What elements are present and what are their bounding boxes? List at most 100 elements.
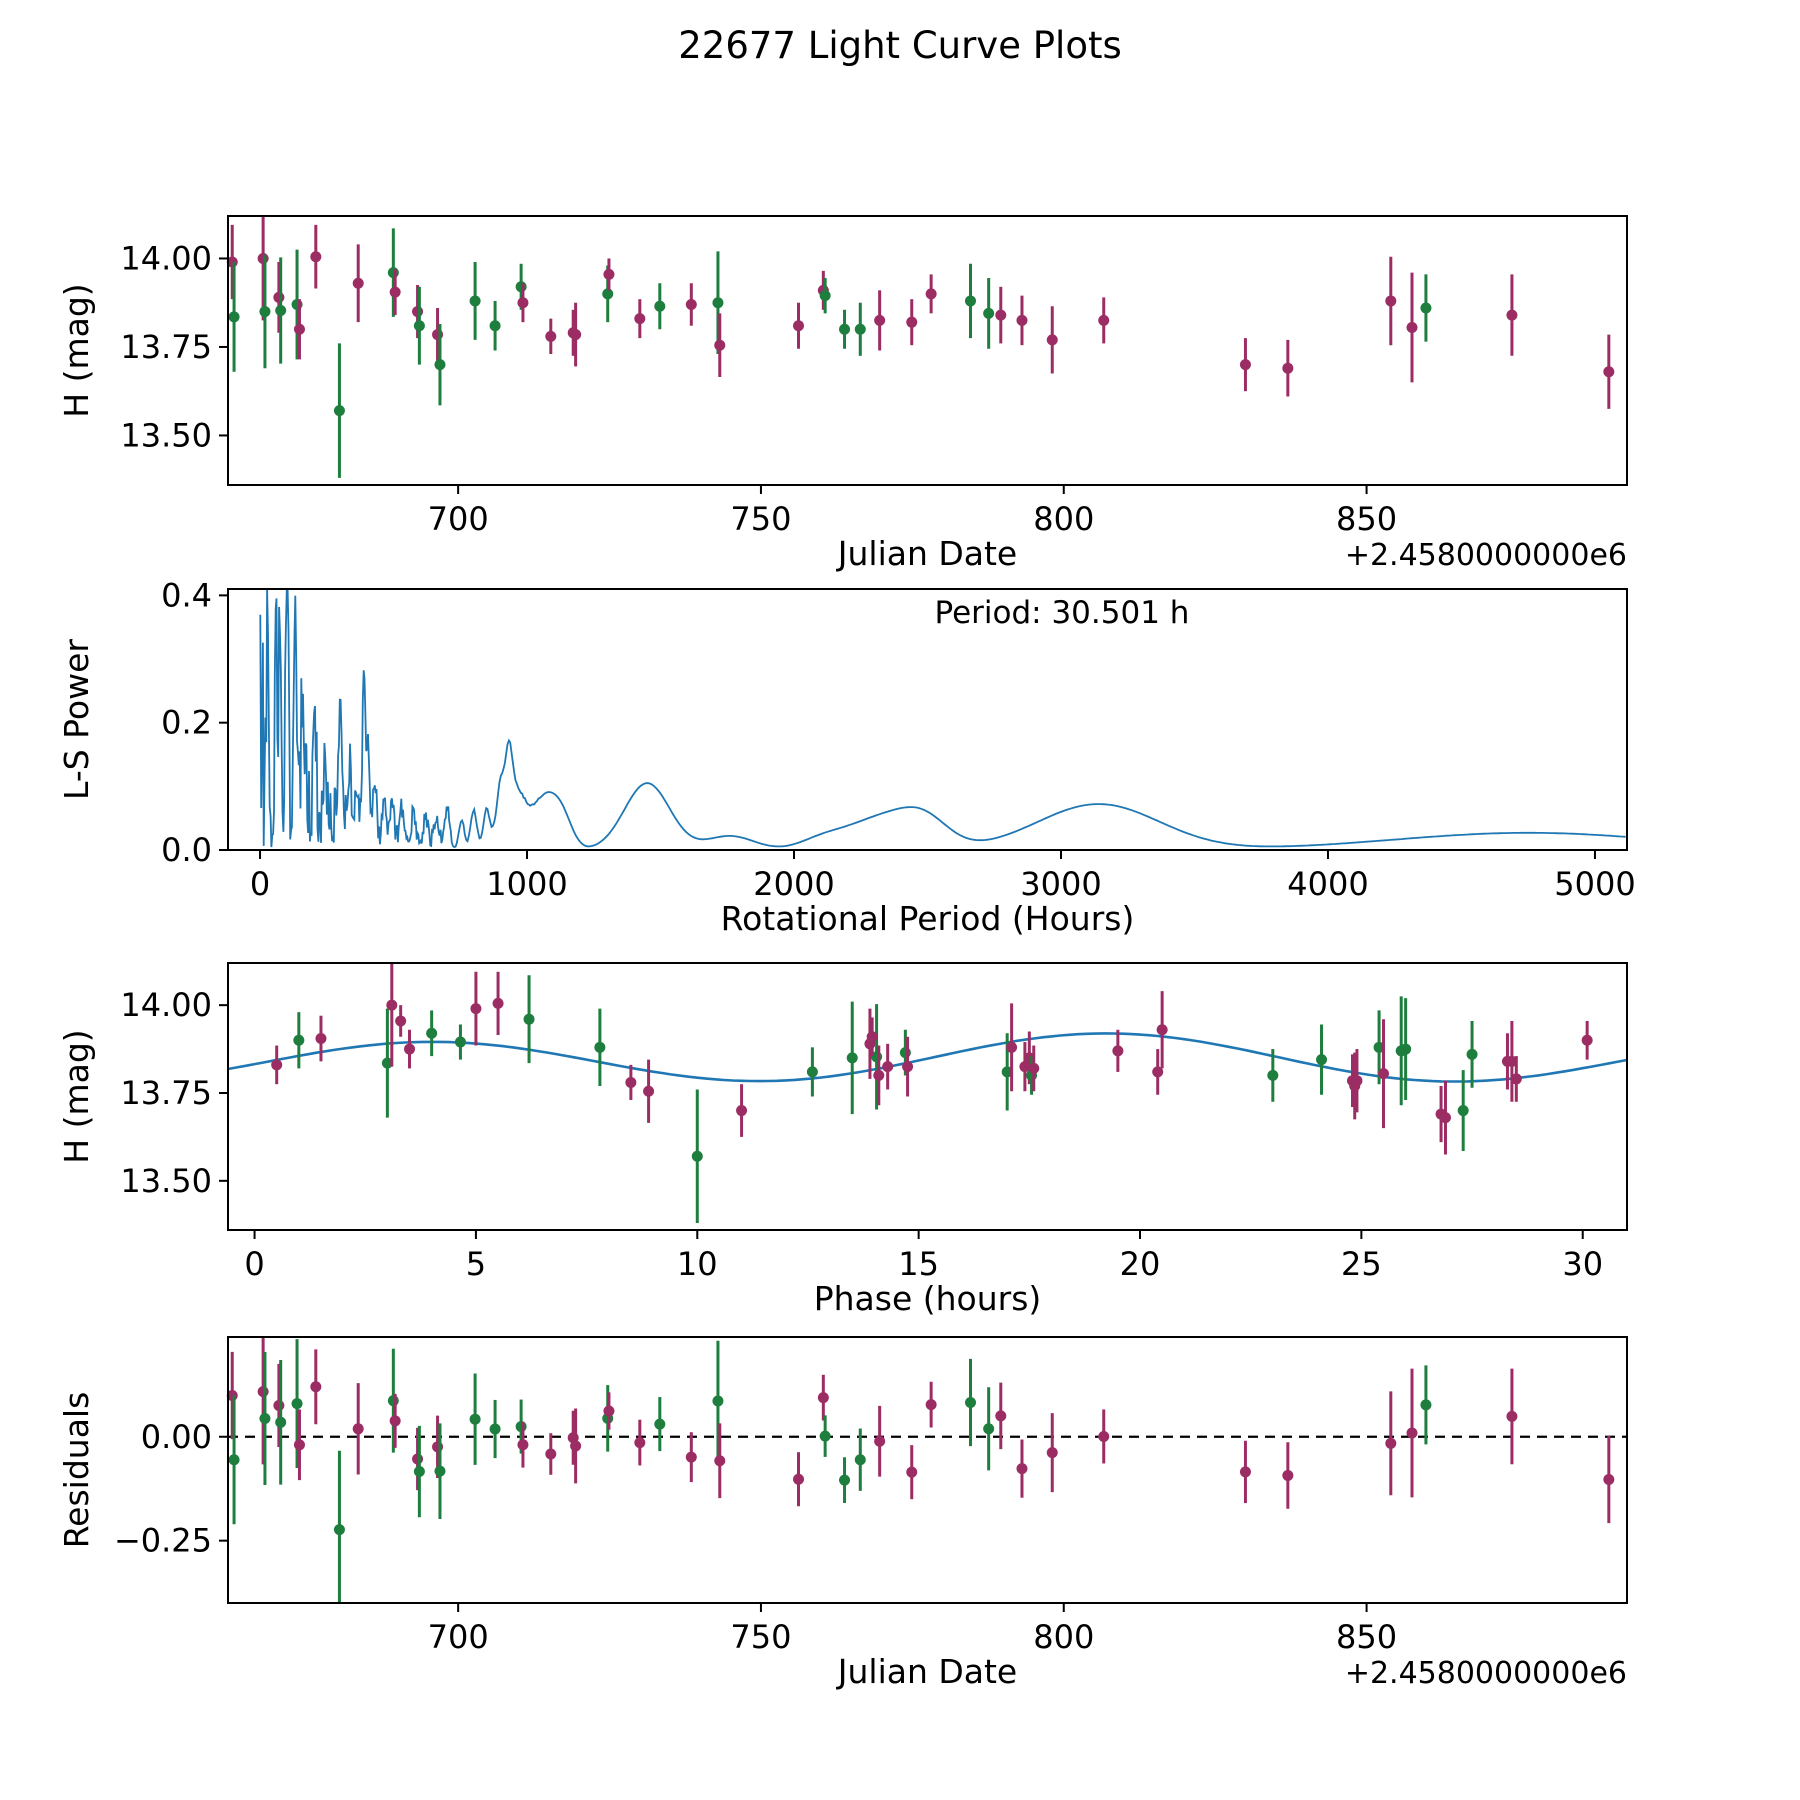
residuals-point <box>874 1435 886 1447</box>
phase-point <box>1400 1043 1412 1055</box>
residuals-point <box>995 1410 1007 1422</box>
phase-point <box>1316 1054 1328 1066</box>
residuals-point <box>434 1465 446 1477</box>
lightcurve-ytick-label: 13.50 <box>120 416 212 454</box>
panel-phase: 0 5 10 15 20 25 30 14.00 13.75 13.50 Phase (hours)… <box>57 962 1628 1318</box>
residuals-point <box>654 1418 666 1430</box>
lightcurve-point <box>1046 334 1058 346</box>
phase-xtick-label: 15 <box>898 1245 939 1283</box>
phase-point <box>523 1013 535 1025</box>
phase-point <box>625 1076 637 1088</box>
phase-ylabel: H (mag) <box>57 1029 96 1163</box>
residuals-point <box>352 1423 364 1435</box>
residuals-point <box>570 1440 582 1452</box>
panel-residuals: 700 750 800 850 0.00 −0.25 Julian Date +2.45800… <box>57 1336 1628 1691</box>
residuals-ytick-label: 0.00 <box>141 1418 212 1456</box>
periodogram-xtick-label: 1000 <box>486 865 567 903</box>
phase-point <box>492 997 504 1009</box>
phase-point <box>899 1047 911 1059</box>
lightcurve-point <box>1406 321 1418 333</box>
lightcurve-x-offset-label: +2.4580000000e6 <box>1345 538 1627 573</box>
lightcurve-point <box>793 320 805 332</box>
periodogram-xtick-label: 2000 <box>753 865 834 903</box>
lightcurve-point <box>273 291 285 303</box>
residuals-point <box>1016 1463 1028 1475</box>
lightcurve-point <box>333 405 345 417</box>
residuals-point <box>273 1399 285 1411</box>
periodogram-plot-area <box>259 588 1626 848</box>
lightcurve-point <box>515 281 527 293</box>
phase-point <box>395 1015 407 1027</box>
lightcurve-point <box>352 277 364 289</box>
lightcurve-point <box>1239 359 1251 371</box>
lightcurve-point <box>854 323 866 335</box>
residuals-point <box>1385 1437 1397 1449</box>
residuals-point <box>964 1397 976 1409</box>
residuals-point <box>685 1451 697 1463</box>
phase-point <box>470 1003 482 1015</box>
lightcurve-point <box>685 298 697 310</box>
lightcurve-point <box>714 339 726 351</box>
residuals-point <box>412 1453 424 1465</box>
phase-point <box>1267 1069 1279 1081</box>
lightcurve-point <box>1016 314 1028 326</box>
lightcurve-point <box>228 311 240 323</box>
lightcurve-ytick-label: 13.75 <box>120 328 212 366</box>
residuals-xlabel: Julian Date <box>836 1652 1018 1691</box>
phase-xtick-label: 25 <box>1341 1245 1382 1283</box>
phase-point <box>404 1043 416 1055</box>
phase-point <box>1457 1105 1469 1117</box>
periodogram-xtick-label: 4000 <box>1287 865 1368 903</box>
phase-xtick-label: 0 <box>244 1245 264 1283</box>
residuals-point <box>228 1454 240 1466</box>
lightcurve-point <box>310 251 322 263</box>
periodogram-xtick-label: 3000 <box>1020 865 1101 903</box>
phase-point <box>736 1105 748 1117</box>
lightcurve-xlabel: Julian Date <box>836 534 1018 573</box>
residuals-point <box>293 1439 305 1451</box>
phase-point <box>902 1061 914 1073</box>
phase-point <box>271 1059 283 1071</box>
lightcurve-xtick-label: 850 <box>1336 500 1397 538</box>
residuals-point <box>257 1386 269 1398</box>
residuals-point <box>983 1423 995 1435</box>
lightcurve-point <box>570 329 582 341</box>
lightcurve-point <box>654 300 666 312</box>
phase-xtick-label: 20 <box>1120 1245 1161 1283</box>
lightcurve-point <box>517 297 529 309</box>
figure-title: 22677 Light Curve Plots <box>678 24 1122 67</box>
phase-axes-border <box>227 962 1628 1231</box>
residuals-point <box>1603 1473 1615 1485</box>
lightcurve-point <box>995 309 1007 321</box>
phase-ytick-label: 13.75 <box>120 1074 212 1112</box>
lightcurve-ytick-label: 14.00 <box>120 239 212 277</box>
phase-point <box>386 999 398 1011</box>
lightcurve-point <box>387 267 399 279</box>
lightcurve-point <box>1603 366 1615 378</box>
period-annotation: Period: 30.501 h <box>934 595 1189 631</box>
residuals-x-offset-label: +2.4580000000e6 <box>1345 1656 1627 1691</box>
lightcurve-point <box>1420 302 1432 314</box>
phase-point <box>315 1033 327 1045</box>
lightcurve-point <box>489 320 501 332</box>
residuals-point <box>387 1395 399 1407</box>
phase-point <box>1001 1066 1013 1078</box>
lightcurve-point <box>925 288 937 300</box>
residuals-point <box>1506 1410 1518 1422</box>
phase-point <box>1028 1062 1040 1074</box>
phase-point <box>866 1031 878 1043</box>
phase-xtick-label: 5 <box>466 1245 486 1283</box>
residuals-xtick-label: 700 <box>428 1618 489 1656</box>
phase-point <box>454 1036 466 1048</box>
residuals-point <box>714 1455 726 1467</box>
lightcurve-point <box>389 286 401 298</box>
periodogram-ytick-label: 0.2 <box>161 704 212 742</box>
lightcurve-xtick-label: 700 <box>428 500 489 538</box>
residuals-point <box>1046 1447 1058 1459</box>
lightcurve-point <box>257 252 269 264</box>
lightcurve-point <box>1282 362 1294 374</box>
phase-point <box>1349 1080 1361 1092</box>
phase-point <box>1373 1041 1385 1053</box>
lightcurve-point <box>412 306 424 318</box>
